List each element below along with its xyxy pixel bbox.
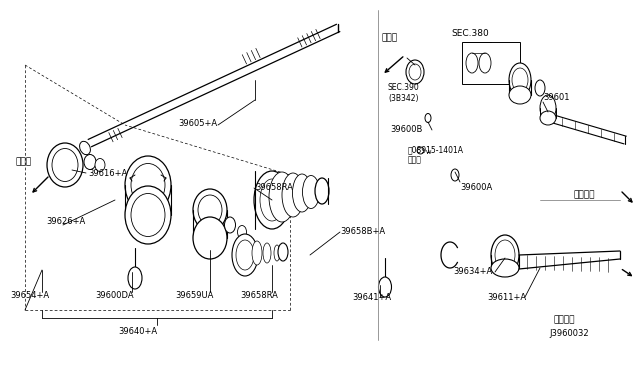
Ellipse shape bbox=[512, 68, 528, 92]
Ellipse shape bbox=[479, 53, 491, 73]
Ellipse shape bbox=[232, 234, 258, 276]
Bar bbox=[462, 42, 520, 84]
Ellipse shape bbox=[509, 86, 531, 104]
Text: 39600DA: 39600DA bbox=[95, 291, 134, 299]
Ellipse shape bbox=[47, 143, 83, 187]
Text: 39601: 39601 bbox=[543, 93, 570, 103]
Ellipse shape bbox=[254, 171, 290, 229]
Ellipse shape bbox=[125, 186, 171, 244]
Ellipse shape bbox=[409, 64, 421, 80]
Ellipse shape bbox=[131, 164, 165, 206]
Text: タイヤ側: タイヤ側 bbox=[574, 190, 595, 199]
Ellipse shape bbox=[495, 240, 515, 270]
Text: SEC.390
(3B342): SEC.390 (3B342) bbox=[388, 83, 420, 103]
Text: デフ側: デフ側 bbox=[16, 157, 32, 167]
Ellipse shape bbox=[263, 243, 271, 263]
Ellipse shape bbox=[451, 169, 459, 181]
Text: 39641+A: 39641+A bbox=[352, 292, 391, 301]
Text: 39626+A: 39626+A bbox=[46, 218, 85, 227]
Ellipse shape bbox=[535, 80, 545, 96]
Text: SEC.380: SEC.380 bbox=[451, 29, 489, 38]
Ellipse shape bbox=[193, 217, 227, 259]
Text: 39611+A: 39611+A bbox=[487, 292, 526, 301]
Text: 39658RA: 39658RA bbox=[255, 183, 293, 192]
Ellipse shape bbox=[52, 148, 78, 182]
Ellipse shape bbox=[491, 259, 519, 277]
Text: 39658RA: 39658RA bbox=[240, 291, 278, 299]
Ellipse shape bbox=[425, 113, 431, 122]
Ellipse shape bbox=[509, 63, 531, 97]
Text: 39640+A: 39640+A bbox=[118, 327, 157, 337]
Ellipse shape bbox=[125, 156, 171, 214]
Ellipse shape bbox=[378, 277, 392, 297]
Ellipse shape bbox=[252, 241, 262, 265]
Ellipse shape bbox=[269, 172, 295, 222]
Ellipse shape bbox=[315, 178, 329, 204]
Ellipse shape bbox=[274, 245, 280, 261]
Ellipse shape bbox=[466, 53, 478, 73]
Ellipse shape bbox=[198, 195, 222, 225]
Text: W: W bbox=[426, 150, 431, 154]
Text: 39600B: 39600B bbox=[390, 125, 422, 135]
Ellipse shape bbox=[406, 60, 424, 84]
Ellipse shape bbox=[236, 240, 254, 270]
Text: ㊉08915-1401A
（５）: ㊉08915-1401A （５） bbox=[408, 145, 464, 165]
Ellipse shape bbox=[292, 174, 312, 212]
Ellipse shape bbox=[84, 154, 96, 170]
Ellipse shape bbox=[303, 176, 319, 208]
Ellipse shape bbox=[260, 179, 284, 221]
Text: J3960032: J3960032 bbox=[549, 328, 589, 337]
Ellipse shape bbox=[237, 225, 246, 238]
Text: 39658B+A: 39658B+A bbox=[340, 228, 385, 237]
Ellipse shape bbox=[95, 158, 105, 171]
Text: 39654+A: 39654+A bbox=[10, 291, 49, 299]
Ellipse shape bbox=[491, 235, 519, 275]
Ellipse shape bbox=[193, 189, 227, 231]
Text: タイヤ側: タイヤ側 bbox=[554, 315, 575, 324]
Ellipse shape bbox=[540, 111, 556, 125]
Ellipse shape bbox=[128, 267, 142, 289]
Ellipse shape bbox=[282, 173, 304, 217]
Text: 39659UA: 39659UA bbox=[175, 291, 213, 299]
Text: 39600A: 39600A bbox=[460, 183, 492, 192]
Ellipse shape bbox=[278, 243, 288, 261]
Text: デフ側: デフ側 bbox=[382, 33, 398, 42]
Ellipse shape bbox=[131, 193, 165, 237]
Text: 39634+A: 39634+A bbox=[453, 267, 492, 276]
Ellipse shape bbox=[540, 95, 556, 121]
Text: 39605+A: 39605+A bbox=[178, 119, 217, 128]
Ellipse shape bbox=[225, 217, 236, 233]
Text: 39616+A: 39616+A bbox=[88, 169, 127, 177]
